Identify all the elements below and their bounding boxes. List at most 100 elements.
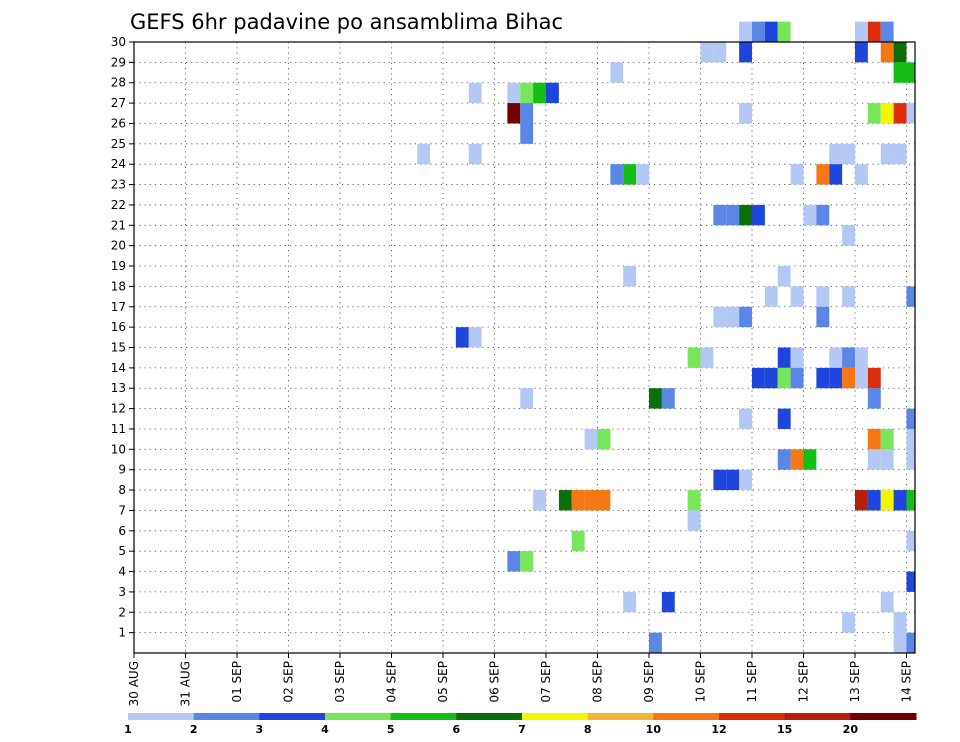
chart-title: GEFS 6hr padavine po ansamblima Bihac [130,10,563,34]
precip-cell [571,490,585,511]
precip-cell [880,21,894,42]
precip-cell [752,367,765,389]
precip-cell [713,469,727,491]
precip-cell [739,408,752,429]
precip-cell [906,449,915,470]
precip-cell [649,632,662,653]
legend-label: 8 [584,723,592,736]
precip-cell [739,21,752,42]
legend-swatch [653,713,720,720]
x-tick-label: 03 SEP [333,661,347,703]
y-tick-label: 14 [111,361,126,375]
precip-cell [855,490,868,511]
precip-cell [880,103,894,124]
y-tick-label: 15 [111,341,126,355]
precip-cell [906,428,915,450]
precip-cell [623,591,637,613]
precip-cell [687,510,701,531]
x-tick-label: 05 SEP [436,661,450,703]
precip-cell [855,164,868,185]
precip-cell [468,327,482,348]
y-tick-label: 11 [111,422,126,436]
precip-cell [816,204,830,226]
precip-cell [520,82,534,104]
legend-label: 15 [777,723,792,736]
precip-cell [468,82,482,104]
precip-cell [507,82,521,104]
precip-cell [867,490,881,511]
precip-cell [816,286,830,307]
precip-cell [790,449,804,470]
precip-cell [842,367,855,389]
precip-cell [790,286,804,307]
precipitation-cells [417,21,915,653]
precip-cell [880,449,894,470]
y-tick-label: 21 [111,218,126,232]
legend-label: 10 [646,723,662,736]
legend-swatch [522,713,589,720]
precip-cell [880,42,894,63]
precip-cell [533,82,546,104]
y-tick-label: 20 [111,239,126,253]
color-legend: 1 2 3 4 5 6 7 8 10 12 15 20 [124,713,917,736]
precip-cell [739,204,752,226]
y-tick-label: 9 [118,463,126,477]
y-tick-label: 7 [118,503,126,517]
precip-cell [726,204,740,226]
precip-cell [764,286,778,307]
precip-cell [867,388,881,409]
precip-cell [610,164,624,185]
y-tick-label: 8 [118,483,126,497]
precip-cell [867,367,881,389]
y-tick-label: 13 [111,381,126,395]
precip-cell [726,469,740,491]
precip-cell [520,388,534,409]
precip-cell [816,367,830,389]
legend-label: 1 [124,723,132,736]
precip-cell [777,408,791,429]
legend-swatch [719,713,786,720]
precip-cell [533,490,546,511]
precip-cell [726,306,740,328]
precip-cell [880,490,894,511]
y-tick-label: 12 [111,402,126,416]
y-tick-label: 25 [111,137,126,151]
precip-cell [842,612,855,633]
precip-cell [739,42,752,63]
x-tick-label: 08 SEP [591,661,605,703]
precip-cell [584,490,598,511]
precip-cell [842,286,855,307]
precip-cell [867,21,881,42]
y-tick-label: 1 [118,626,126,640]
y-tick-label: 29 [111,55,126,69]
precip-cell [829,367,843,389]
precip-cell [687,490,701,511]
legend-label: 20 [843,723,859,736]
y-tick-label: 6 [118,524,126,538]
precip-cell [867,428,881,450]
precip-cell [739,469,752,491]
precip-cell [893,103,907,124]
x-tick-label: 14 SEP [900,661,914,703]
legend-swatch [325,713,392,720]
precip-cell [906,571,915,592]
precip-cell [906,408,915,429]
precip-cell [571,530,585,552]
precip-cell [713,306,727,328]
precip-cell [597,428,611,450]
precip-cell [713,42,727,63]
legend-swatch [259,713,326,720]
precip-cell [803,449,817,470]
legend-label: 12 [711,723,726,736]
legend-swatch [390,713,457,720]
precip-cell [520,103,534,124]
precip-cell [855,347,868,368]
precip-cell [700,42,714,63]
y-tick-label: 23 [111,178,126,192]
precip-cell [790,367,804,389]
y-tick-label: 26 [111,116,126,130]
precip-cell [842,225,855,246]
y-tick-label: 10 [111,442,126,456]
precip-cell [558,490,572,511]
precip-cell [855,367,868,389]
